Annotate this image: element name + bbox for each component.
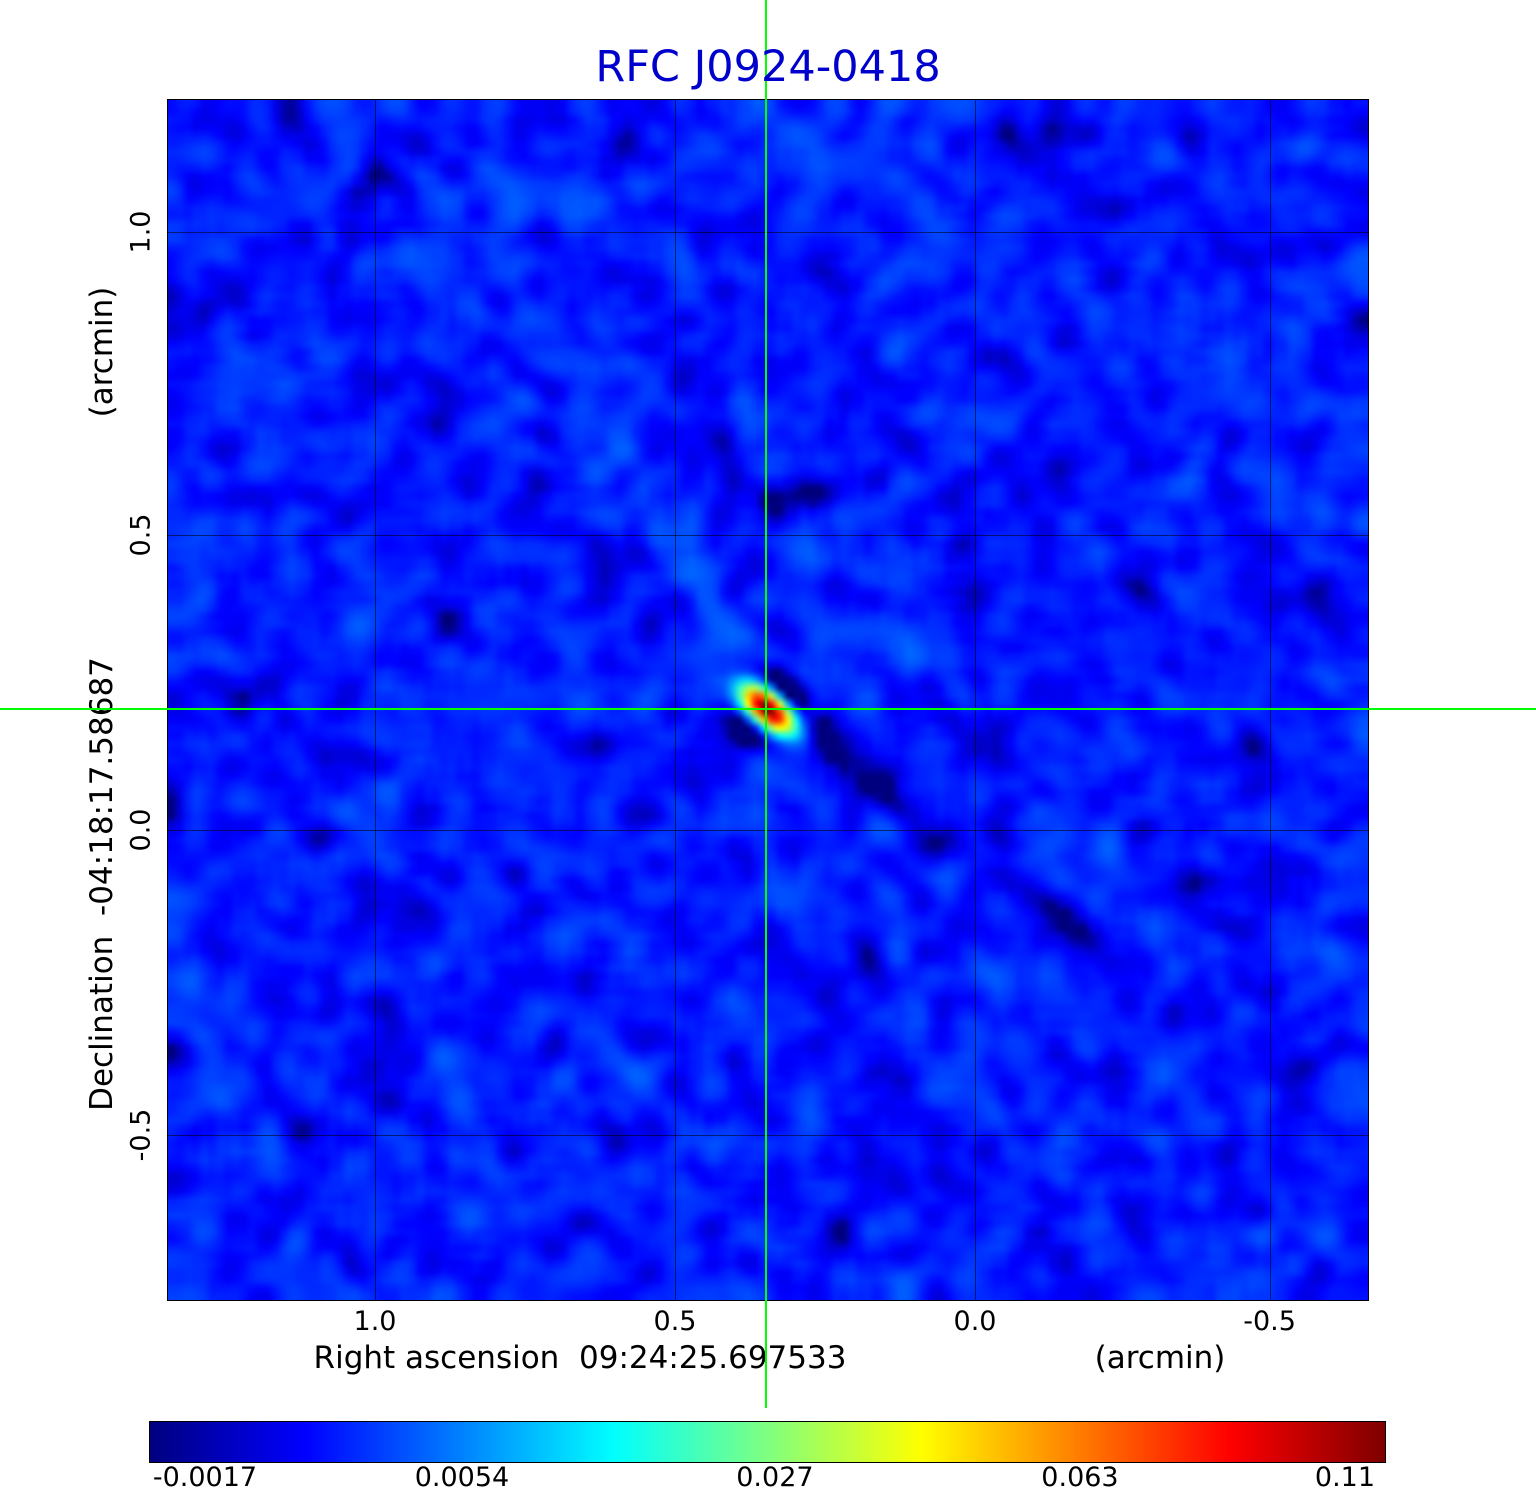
colorbar — [149, 1421, 1386, 1463]
colorbar-tick-label-5: 0.11 — [1314, 1462, 1376, 1493]
grid-line-horizontal — [168, 1135, 1368, 1136]
y-axis-unit-label: (arcmin) — [84, 286, 120, 418]
x-tick-label-3: 0.0 — [953, 1306, 997, 1337]
x-tick-label-2: 0.5 — [653, 1306, 697, 1337]
colorbar-canvas — [150, 1422, 1385, 1462]
grid-line-vertical — [1269, 100, 1271, 1300]
x-axis-unit-label: (arcmin) — [1094, 1340, 1226, 1376]
sky-map-canvas — [168, 100, 1368, 1300]
y-tick-label-4: -0.5 — [125, 1108, 157, 1162]
y-tick-label-3: 0.0 — [125, 808, 157, 852]
y-axis-label: Declination -04:18:17.58687 — [84, 657, 120, 1111]
grid-line-horizontal — [168, 829, 1368, 831]
colorbar-tick-label-1: -0.0017 — [152, 1462, 258, 1493]
grid-line-horizontal — [168, 535, 1368, 536]
grid-line-vertical — [975, 100, 976, 1300]
sky-map — [167, 99, 1369, 1301]
colorbar-tick-label-4: 0.063 — [1041, 1462, 1119, 1493]
grid-overlay — [168, 100, 1368, 1300]
y-tick-label-1: 1.0 — [125, 210, 157, 254]
crosshair-horizontal-line — [0, 708, 1536, 710]
colorbar-tick-label-2: 0.0054 — [414, 1462, 510, 1493]
colorbar-tick-label-3: 0.027 — [736, 1462, 814, 1493]
x-tick-label-1: 1.0 — [353, 1306, 397, 1337]
figure-title: RFC J0924-0418 — [595, 42, 941, 92]
grid-line-horizontal — [168, 232, 1368, 233]
crosshair-vertical-line — [764, 0, 767, 1408]
grid-line-vertical — [375, 100, 376, 1300]
grid-line-vertical — [675, 100, 676, 1300]
x-axis-label: Right ascension 09:24:25.697533 — [313, 1340, 847, 1376]
y-tick-label-2: 0.5 — [125, 513, 157, 557]
x-tick-label-4: -0.5 — [1243, 1306, 1296, 1337]
